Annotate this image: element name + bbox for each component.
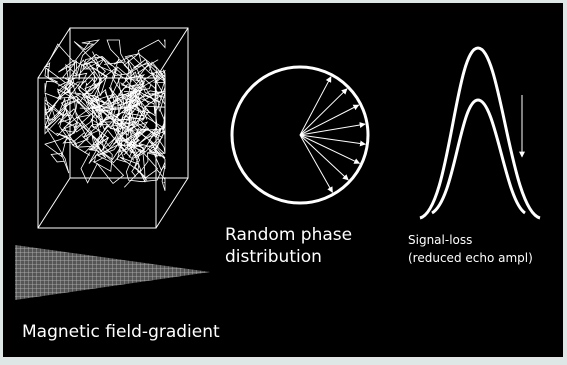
phase-label: distribution	[225, 247, 322, 267]
slide-background	[3, 3, 563, 357]
slide: Random phase distribution Signal-loss (r…	[0, 0, 567, 365]
signal-label: Signal-loss	[408, 233, 472, 247]
signal-label: (reduced echo ampl)	[408, 251, 533, 265]
page: {"labels": { "phase": ["Random phase", "…	[0, 0, 567, 365]
gradient-label: Magnetic field-gradient	[22, 322, 220, 342]
phase-label: Random phase	[225, 225, 352, 245]
